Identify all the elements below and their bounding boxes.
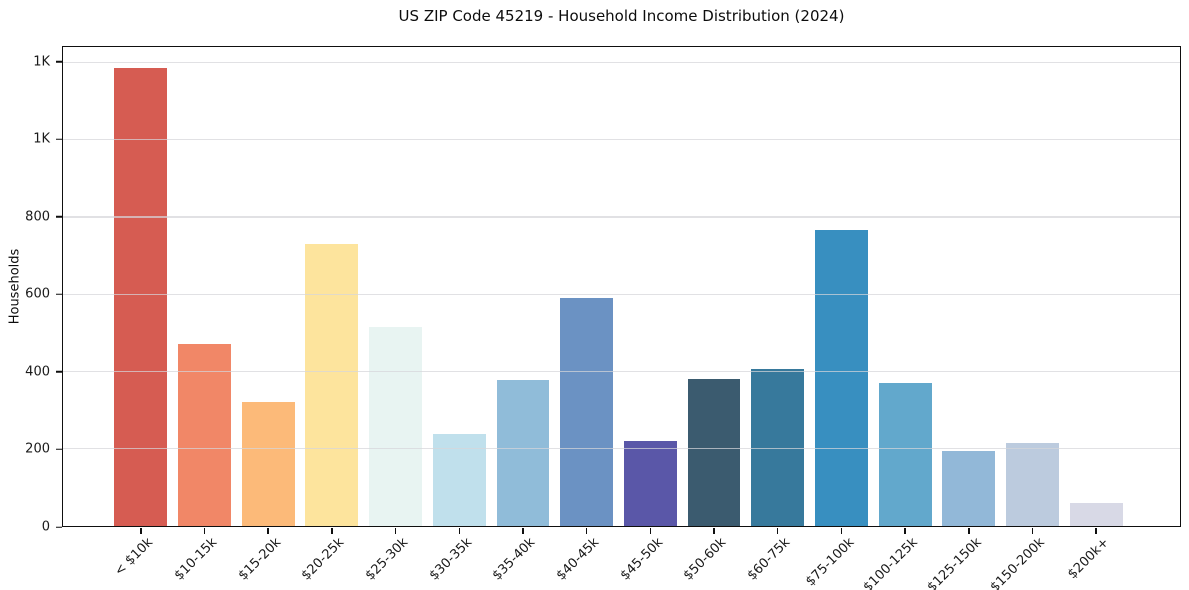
x-tick-label: $30-35k [426,535,475,584]
gridline-400 [63,370,1180,373]
gridline-800 [63,216,1180,218]
y-tick-label: 0 [41,519,50,535]
x-tick-mark [522,528,524,534]
bar-45-50k [623,440,677,526]
bar-60-75k [751,368,805,526]
x-tick-mark [1031,528,1034,534]
x-tick-mark [713,528,715,534]
x-tick-label: $45-50k [617,535,666,584]
bar-125-150k [942,451,996,526]
bar-slot-6: $30-35k [426,47,491,583]
x-tick-label: $125-150k [924,535,985,590]
x-tick-mark [267,528,269,534]
bar-slot-2: $10-15k [172,47,237,583]
bar-slot-5: $25-30k [363,47,428,583]
y-tick-mark [56,526,62,528]
x-tick-label: $40-45k [553,535,603,584]
x-tick-mark [394,528,397,534]
bar-slot-13: $100-125k [861,47,937,590]
x-tick-mark [968,528,970,534]
y-tick-label: 1K [33,54,50,70]
y-tick-mark [56,60,62,63]
bar-slot-4: $20-25k [299,47,364,583]
x-tick-label: $15-20k [235,535,284,584]
chart-title: US ZIP Code 45219 - Household Income Dis… [398,7,845,25]
y-tick-mark [56,448,62,451]
gridline-600 [63,293,1180,295]
bars-row: < $10k $10-15k $15-20k $20-25k $25-30k $30-35… [109,47,1128,590]
y-tick-label: 400 [25,364,50,380]
bar-slot-1: < $10k [109,47,173,579]
bar-slot-7: $35-40k [490,47,555,583]
x-tick-mark [331,528,333,534]
bar-slot-14: $125-150k [924,47,1001,590]
gridline-200 [63,448,1180,450]
bar-25-30k [369,327,423,526]
y-tick-label: 800 [25,209,50,225]
x-tick-mark [585,528,588,534]
bar-slot-9: $45-50k [617,47,683,583]
y-tick-mark [56,293,62,296]
bar-15-20k [241,401,295,526]
x-tick-label: $100-125k [860,535,921,590]
bar-slot-8: $40-45k [554,47,619,583]
x-tick-mark [904,528,906,534]
bar-75-100k [814,229,868,526]
bar-slot-15: $150-200k [988,47,1065,590]
x-tick-mark [140,528,142,534]
y-tick-mark [56,138,62,140]
x-tick-label: $60-75k [744,535,794,584]
y-tick-mark [56,371,62,373]
x-tick-label: $150-200k [987,535,1049,590]
gridline-1200 [63,61,1180,64]
bar-20-25k [305,243,359,526]
bar-slot-12: $75-100k [803,47,874,589]
x-tick-mark [776,528,779,534]
bar-slot-16: $200k+ [1064,47,1128,582]
bar-slot-11: $60-75k [745,47,810,583]
y-axis: 0 200 400 600 800 1K 1K [0,46,62,534]
x-tick-label: $25-30k [362,535,412,584]
bar-40-45k [560,298,614,526]
y-tick-label: 600 [25,286,50,302]
x-tick-mark [840,528,843,534]
x-tick-mark [458,528,461,534]
x-tick-label: $10-15k [171,535,221,584]
bar-10k [114,68,168,526]
x-tick-label: $35-40k [490,535,539,584]
x-tick-label: $20-25k [299,535,348,584]
x-tick-mark [203,528,206,534]
x-tick-label: $50-60k [681,535,730,584]
y-tick-mark [56,215,62,218]
bar-200k+ [1069,503,1123,526]
x-tick-mark [649,528,652,534]
y-tick-label: 200 [25,441,50,457]
x-tick-label: < $10k [112,535,157,580]
bar-10-15k [178,344,231,526]
y-tick-label: 1K [33,131,50,147]
bar-150-200k [1006,442,1059,526]
x-tick-label: $75-100k [802,535,858,590]
bar-50-60k [687,378,741,526]
plot-area: < $10k $10-15k $15-20k $20-25k $25-30k $30-35… [62,46,1181,590]
gridline-1000 [63,139,1180,141]
x-tick-label: $200k+ [1064,535,1112,583]
bar-35-40k [496,379,550,526]
bar-slot-10: $50-60k [681,47,746,583]
bar-slot-3: $15-20k [235,47,300,583]
bar-100-125k [878,382,932,526]
x-tick-mark [1095,528,1097,534]
